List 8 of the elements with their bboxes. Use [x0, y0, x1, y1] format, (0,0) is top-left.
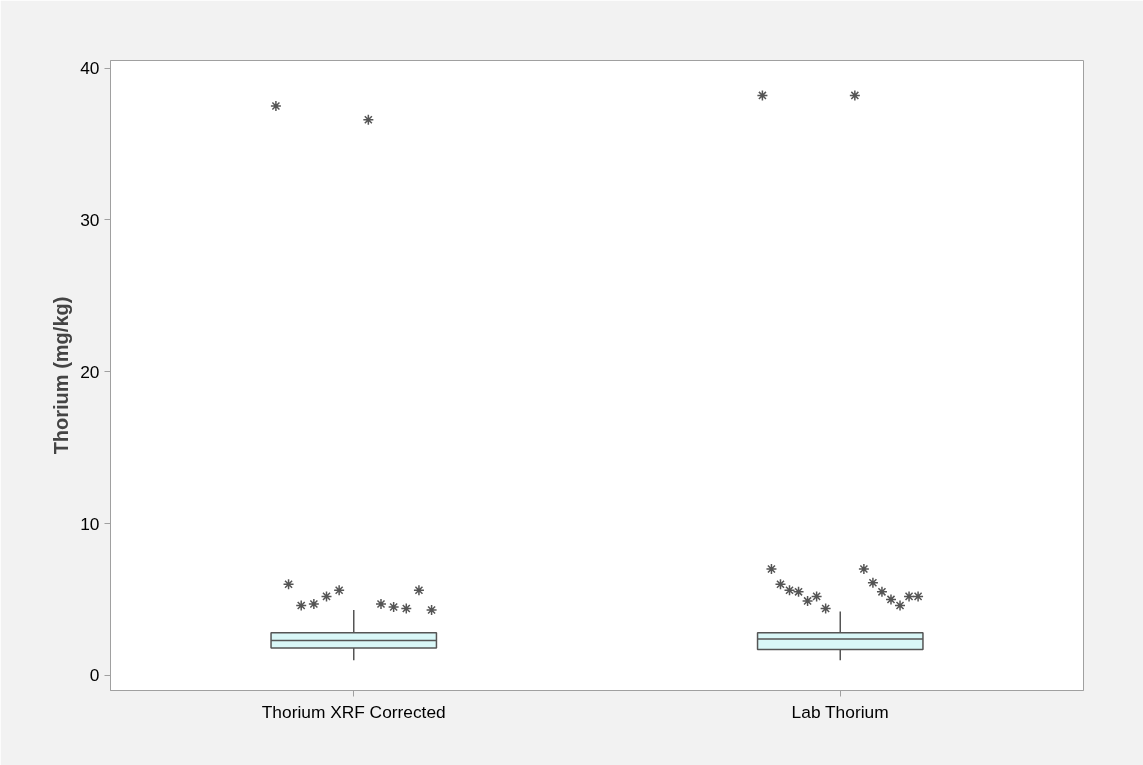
y-tick-label: 20 [80, 361, 100, 382]
y-tick-label: 40 [80, 58, 100, 79]
y-axis-title: Thorium (mg/kg) [50, 296, 73, 455]
y-tick-label: 10 [80, 513, 100, 534]
x-tick-label: Thorium XRF Corrected [261, 701, 446, 722]
x-tick-label: Lab Thorium [791, 701, 889, 722]
y-tick-label: 0 [89, 665, 100, 686]
y-tick-label: 30 [80, 209, 100, 230]
